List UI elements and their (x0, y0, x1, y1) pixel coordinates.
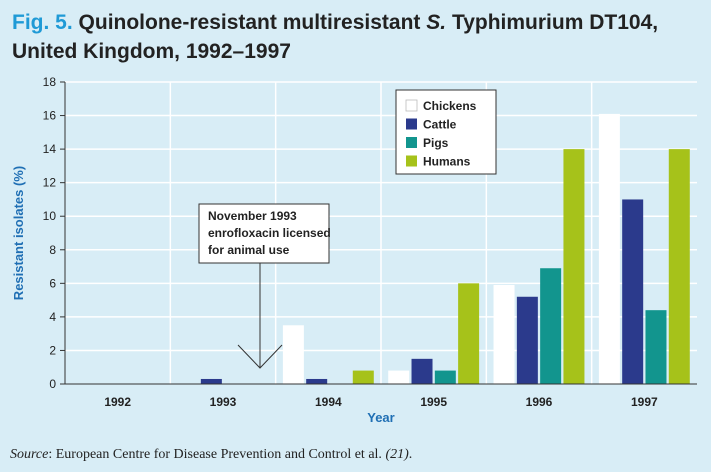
y-tick-label: 4 (49, 310, 56, 324)
source-label: Source (10, 447, 49, 462)
x-tick-label: 1992 (104, 395, 131, 409)
annotation-arrowhead (237, 344, 283, 369)
x-axis-title: Year (367, 410, 394, 425)
bar-humans-1995 (458, 283, 480, 384)
x-tick-label: 1993 (210, 395, 237, 409)
source-text: : European Centre for Disease Prevention… (48, 447, 386, 462)
x-tick-label: 1997 (631, 395, 658, 409)
legend-label-cattle: Cattle (423, 118, 457, 132)
figure-label: Fig. 5. (12, 11, 73, 34)
bar-pigs-1997 (645, 310, 667, 384)
bar-chickens-1994 (282, 325, 304, 384)
annotation-line: November 1993 (208, 209, 297, 223)
y-tick-label: 2 (49, 343, 56, 357)
legend-label-chickens: Chickens (423, 99, 477, 113)
bar-cattle-1993 (200, 378, 222, 384)
annotation-box (198, 203, 330, 264)
y-tick-label: 14 (43, 142, 57, 156)
bar-cattle-1997 (622, 199, 644, 384)
y-tick-label: 18 (43, 75, 57, 89)
legend-swatch-pigs (406, 137, 417, 148)
legend-swatch-humans (406, 155, 417, 167)
bar-humans-1996 (563, 149, 585, 384)
legend-swatch-chickens (405, 99, 418, 112)
title-part-post: Typhimurium DT104, (446, 11, 659, 34)
title-part-italic: S. (426, 11, 447, 34)
figure-title: Fig. 5. Quinolone-resistant multiresista… (12, 8, 702, 66)
legend-label-humans: Humans (423, 155, 471, 169)
bar-cattle-1995 (411, 358, 433, 384)
source-note: Source: European Centre for Disease Prev… (10, 447, 700, 463)
x-tick-label: 1994 (315, 395, 342, 409)
annotation-line: enrofloxacin licensed (208, 226, 331, 240)
x-tick-label: 1996 (526, 395, 553, 409)
y-tick-label: 0 (49, 377, 56, 391)
y-tick-label: 12 (43, 176, 57, 190)
bar-humans-1997 (668, 149, 690, 384)
annotation-line: for animal use (208, 243, 290, 257)
bar-chickens-1997 (598, 113, 620, 384)
bar-pigs-1995 (434, 370, 456, 384)
title-part-pre: Quinolone-resistant multiresistant (78, 11, 427, 34)
bar-cattle-1996 (516, 296, 538, 384)
bar-pigs-1996 (540, 268, 562, 384)
title-line-1: Fig. 5. Quinolone-resistant multiresista… (12, 8, 702, 37)
bar-chickens-1996 (493, 285, 515, 384)
y-tick-label: 16 (43, 109, 57, 123)
bar-cattle-1994 (306, 378, 328, 384)
source-ref: (21) (385, 447, 409, 462)
y-axis-title: Resistant isolates (%) (11, 166, 26, 300)
y-tick-label: 8 (49, 243, 56, 257)
x-tick-label: 1995 (420, 395, 447, 409)
bar-humans-1994 (352, 370, 374, 384)
source-end: . (408, 447, 413, 462)
legend-label-pigs: Pigs (423, 136, 449, 150)
title-line-2: United Kingdom, 1992–1997 (12, 40, 291, 63)
y-tick-label: 10 (43, 209, 57, 223)
legend-swatch-cattle (406, 118, 417, 130)
y-tick-label: 6 (49, 276, 56, 290)
bar-chickens-1995 (388, 370, 410, 384)
